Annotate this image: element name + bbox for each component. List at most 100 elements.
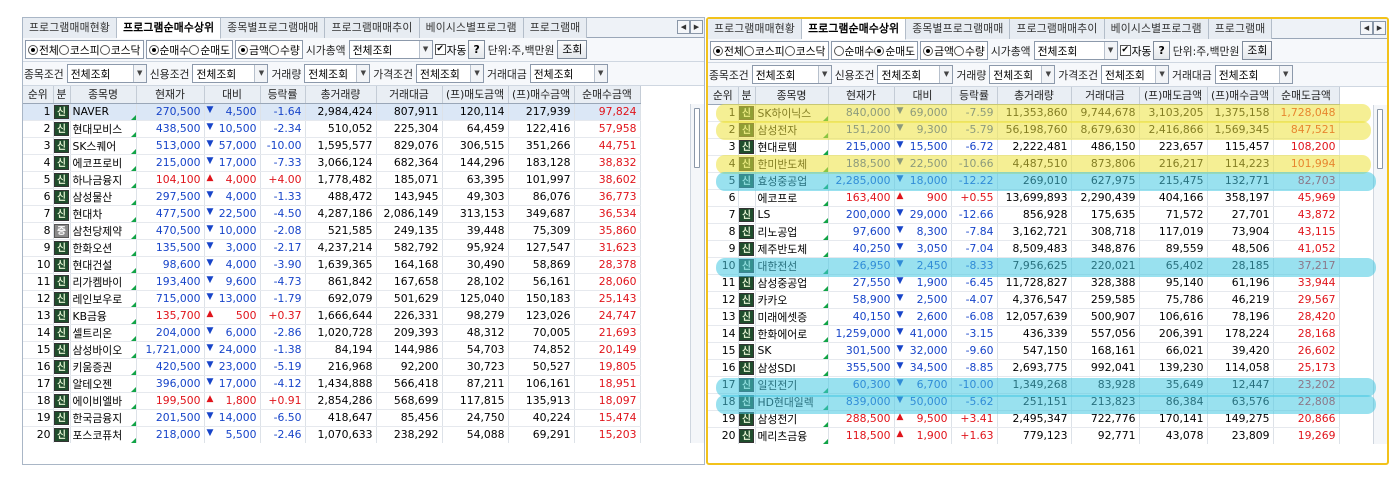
tab-5[interactable]: 프로그램매	[523, 18, 588, 38]
table-row[interactable]: 1 신 NAVER 270,500 ▼ 4,500 -1.64 2,984,424…	[23, 103, 641, 121]
stock-name-cell[interactable]: 한화에어로	[755, 325, 829, 343]
stock-name-cell[interactable]: 삼성전기	[755, 410, 829, 428]
table-row[interactable]: 10 신 대한전선 26,950 ▼ 2,450 -8.33 7,956,625 …	[708, 257, 1340, 275]
chevron-down-icon[interactable]: ▼	[1103, 42, 1117, 59]
filter-select-1[interactable]: 전체조회 ▼	[192, 64, 269, 83]
chevron-down-icon[interactable]: ▼	[593, 65, 607, 82]
left-market-0[interactable]: 전체	[28, 42, 59, 58]
tab-prev-icon[interactable]: ◀	[677, 20, 690, 34]
left-side-1[interactable]: 순매도	[189, 42, 230, 58]
stock-name-cell[interactable]: 키움증권	[70, 358, 137, 376]
radio-icon[interactable]	[28, 44, 38, 55]
column-header-8[interactable]: (프)매도금액	[442, 86, 509, 104]
stock-name-cell[interactable]: 메리츠금융	[755, 427, 829, 444]
scroll-thumb[interactable]	[694, 108, 700, 168]
help-button[interactable]: ?	[1153, 41, 1170, 60]
radio-icon[interactable]	[743, 45, 754, 56]
right-unit_type-0[interactable]: 금액	[923, 43, 954, 59]
auto-checkbox[interactable]: ✔ 자동	[434, 43, 467, 57]
chevron-down-icon[interactable]: ▼	[1278, 66, 1292, 83]
table-row[interactable]: 18 신 에이비엘바 199,500 ▲ 1,800 +0.91 2,854,28…	[23, 392, 641, 410]
stock-name-cell[interactable]: 한국금융지	[70, 409, 137, 427]
table-row[interactable]: 10 신 현대건설 98,600 ▼ 4,000 -3.90 1,639,365 …	[23, 256, 641, 274]
check-icon[interactable]: ✔	[434, 44, 446, 55]
stock-name-cell[interactable]: SK	[755, 342, 829, 360]
stock-name-cell[interactable]: 삼성물산	[70, 188, 137, 206]
stock-name-cell[interactable]: 셀트리온	[70, 324, 137, 342]
table-row[interactable]: 5 신 하나금융지 104,100 ▲ 4,000 +4.00 1,778,482…	[23, 171, 641, 189]
radio-icon[interactable]	[269, 44, 279, 55]
radio-icon[interactable]	[148, 44, 159, 55]
table-row[interactable]: 16 신 키움증권 420,500 ▼ 23,000 -5.19 216,968 …	[23, 358, 641, 376]
filter-select-0[interactable]: 전체조회 ▼	[751, 65, 832, 84]
radio-icon[interactable]	[238, 44, 249, 55]
right-market-1[interactable]: 코스피	[743, 43, 785, 59]
column-header-4[interactable]: 대비	[204, 86, 261, 104]
stock-name-cell[interactable]: 삼천당제약	[70, 222, 137, 240]
column-header-2[interactable]: 종목명	[755, 87, 829, 105]
left-side-0[interactable]: 순매수	[148, 42, 189, 58]
stock-name-cell[interactable]: 삼성SDI	[755, 359, 829, 377]
stock-name-cell[interactable]: 미래에셋증	[755, 308, 829, 326]
filter-select-0[interactable]: 전체조회 ▼	[66, 64, 147, 83]
chevron-down-icon[interactable]: ▼	[817, 66, 831, 83]
table-row[interactable]: 5 신 효성중공업 2,285,000 ▼ 18,000 -12.22 269,0…	[708, 172, 1340, 190]
table-row[interactable]: 17 신 일진전기 60,300 ▼ 6,700 -10.00 1,349,268…	[708, 376, 1340, 394]
stock-name-cell[interactable]: 카카오	[755, 291, 829, 309]
mcap-select[interactable]: 전체조회 ▼	[348, 40, 433, 59]
stock-name-cell[interactable]: SK하이닉스	[755, 104, 829, 122]
stock-name-cell[interactable]: 리가켐바이	[70, 273, 137, 291]
column-header-6[interactable]: 총거래량	[997, 87, 1072, 105]
table-row[interactable]: 20 신 포스코퓨처 218,000 ▼ 5,500 -2.46 1,070,63…	[23, 426, 641, 443]
filter-select-2[interactable]: 전체조회 ▼	[304, 64, 371, 83]
table-row[interactable]: 12 신 카카오 58,900 ▼ 2,500 -4.07 4,376,547 2…	[708, 291, 1340, 309]
radio-icon[interactable]	[713, 45, 723, 56]
table-row[interactable]: 12 신 레인보우로 715,000 ▼ 13,000 -1.79 692,079…	[23, 290, 641, 308]
stock-name-cell[interactable]: SK스퀘어	[70, 137, 137, 155]
column-header-4[interactable]: 대비	[894, 87, 952, 105]
tab-0[interactable]: 프로그램매매현황	[23, 18, 118, 38]
stock-name-cell[interactable]: 현대건설	[70, 256, 137, 274]
right-market-0[interactable]: 전체	[713, 43, 744, 59]
column-header-7[interactable]: 거래대금	[1071, 87, 1140, 105]
column-header-7[interactable]: 거래대금	[376, 86, 443, 104]
table-row[interactable]: 4 신 한미반도체 188,500 ▼ 22,500 -10.66 4,487,5…	[708, 155, 1340, 173]
mcap-select[interactable]: 전체조회 ▼	[1033, 41, 1118, 60]
table-row[interactable]: 9 신 제주반도체 40,250 ▼ 3,050 -7.04 8,509,483 …	[708, 240, 1340, 258]
stock-name-cell[interactable]: 레인보우로	[70, 290, 137, 308]
scroll-thumb[interactable]	[1377, 109, 1383, 169]
stock-name-cell[interactable]: 현대로템	[755, 138, 829, 156]
column-header-9[interactable]: (프)매수금액	[508, 86, 575, 104]
table-row[interactable]: 18 신 HD현대일렉 839,000 ▼ 50,000 -5.62 251,15…	[708, 393, 1340, 411]
radio-icon[interactable]	[58, 44, 69, 55]
stock-name-cell[interactable]: LS	[755, 206, 829, 224]
table-row[interactable]: 14 신 한화에어로 1,259,000 ▼ 41,000 -3.15 436,3…	[708, 325, 1340, 343]
stock-name-cell[interactable]: 삼성전자	[755, 121, 829, 139]
left-unit_type-1[interactable]: 수량	[269, 42, 300, 58]
stock-name-cell[interactable]: 대한전선	[755, 257, 829, 275]
table-row[interactable]: 13 신 KB금융 135,700 ▲ 500 +0.37 1,666,644 2…	[23, 307, 641, 325]
table-row[interactable]: 6 신 삼성물산 297,500 ▼ 4,000 -1.33 488,472 14…	[23, 188, 641, 206]
column-header-9[interactable]: (프)매수금액	[1207, 87, 1274, 105]
stock-name-cell[interactable]: 에이비엘바	[70, 392, 137, 410]
stock-name-cell[interactable]: HD현대일렉	[755, 393, 829, 411]
tab-next-icon[interactable]: ▶	[690, 20, 703, 34]
tab-2[interactable]: 종목별프로그램매매	[221, 18, 326, 38]
table-row[interactable]: 19 신 삼성전기 288,500 ▲ 9,500 +3.41 2,495,347…	[708, 410, 1340, 428]
tab-4[interactable]: 베이시스별프로그램	[1104, 19, 1209, 39]
stock-name-cell[interactable]: 현대차	[70, 205, 137, 223]
table-row[interactable]: 14 신 셀트리온 204,000 ▼ 6,000 -2.86 1,020,728…	[23, 324, 641, 342]
stock-name-cell[interactable]: 포스코퓨처	[70, 426, 137, 443]
stock-name-cell[interactable]: 리노공업	[755, 223, 829, 241]
table-row[interactable]: 17 신 알테오젠 396,000 ▼ 17,000 -4.12 1,434,88…	[23, 375, 641, 393]
tab-next-icon[interactable]: ▶	[1373, 21, 1386, 35]
chevron-down-icon[interactable]: ▼	[356, 65, 370, 82]
radio-icon[interactable]	[784, 45, 795, 56]
table-row[interactable]: 3 신 현대로템 215,000 ▼ 15,500 -6.72 2,222,481…	[708, 138, 1340, 156]
radio-icon[interactable]	[99, 44, 110, 55]
stock-name-cell[interactable]: 삼성중공업	[755, 274, 829, 292]
table-row[interactable]: 19 신 한국금융지 201,500 ▼ 14,000 -6.50 418,647…	[23, 409, 641, 427]
table-row[interactable]: 16 신 삼성SDI 355,500 ▼ 34,500 -8.85 2,693,7…	[708, 359, 1340, 377]
query-button[interactable]: 조회	[1242, 41, 1273, 60]
column-header-1[interactable]: 분	[738, 87, 756, 105]
